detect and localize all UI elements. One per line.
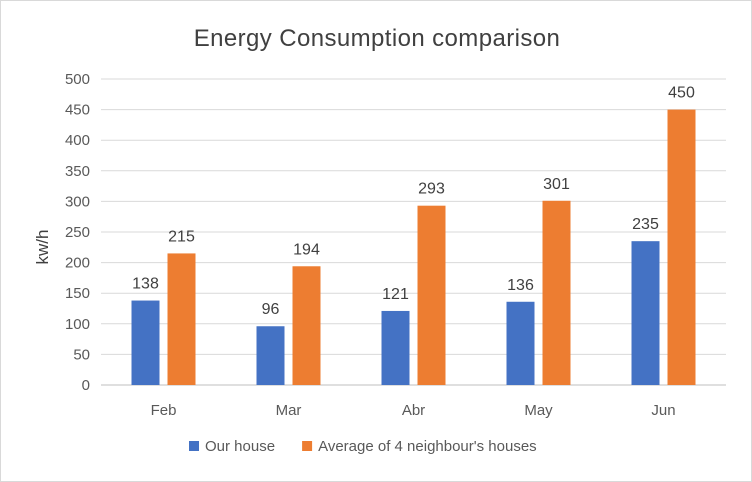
gridlines — [101, 78, 726, 386]
bar-may-series-2 — [542, 200, 571, 385]
y-tick-label: 150 — [65, 285, 90, 302]
y-tick-label: 300 — [65, 193, 90, 210]
y-tick-label: 250 — [65, 224, 90, 241]
data-label: 301 — [543, 176, 570, 193]
y-tick-label: 0 — [82, 377, 90, 394]
y-tick-label: 500 — [65, 71, 90, 88]
legend: Our house Average of 4 neighbour's houses — [189, 438, 537, 455]
x-tick-label: Mar — [276, 402, 302, 419]
legend-label-1: Our house — [205, 438, 275, 455]
data-label: 450 — [668, 85, 695, 102]
bar-abr-series-2 — [417, 205, 446, 385]
data-label: 121 — [382, 286, 409, 303]
y-tick-label: 350 — [65, 163, 90, 180]
bar-mar-series-2 — [292, 266, 321, 385]
legend-swatch-2 — [302, 441, 313, 451]
x-axis-categories: Feb Mar Abr May Jun — [151, 402, 676, 419]
bar-may-series-1 — [506, 301, 535, 385]
y-tick-label: 50 — [73, 346, 90, 363]
bar-abr-series-1 — [381, 310, 410, 385]
data-labels: 138 215 96 194 121 293 136 301 235 450 — [132, 85, 695, 319]
data-label: 235 — [632, 216, 659, 233]
data-label: 136 — [507, 277, 534, 294]
y-tick-label: 400 — [65, 132, 90, 149]
chart-title: Energy Consumption comparison — [194, 25, 560, 52]
y-tick-label: 200 — [65, 255, 90, 272]
bar-jun-series-1 — [631, 241, 660, 385]
data-label: 215 — [168, 228, 195, 245]
bar-feb-series-1 — [131, 300, 160, 385]
y-tick-label: 450 — [65, 102, 90, 119]
legend-label-2: Average of 4 neighbour's houses — [318, 438, 537, 455]
data-label: 96 — [262, 301, 280, 318]
bar-mar-series-1 — [256, 326, 285, 385]
data-label: 293 — [418, 181, 445, 198]
data-label: 138 — [132, 276, 159, 293]
legend-swatch-1 — [189, 441, 199, 451]
x-tick-label: Jun — [651, 402, 675, 419]
y-axis-title: kw/h — [33, 230, 52, 265]
y-tick-label: 100 — [65, 316, 90, 333]
bar-feb-series-2 — [167, 253, 196, 385]
y-axis-ticks: 0 50 100 150 200 250 300 350 400 450 500 — [65, 71, 90, 394]
bar-jun-series-2 — [667, 109, 696, 385]
x-tick-label: Feb — [151, 402, 177, 419]
bars — [131, 109, 696, 385]
x-tick-label: Abr — [402, 402, 425, 419]
data-label: 194 — [293, 241, 320, 258]
x-tick-label: May — [524, 402, 553, 419]
